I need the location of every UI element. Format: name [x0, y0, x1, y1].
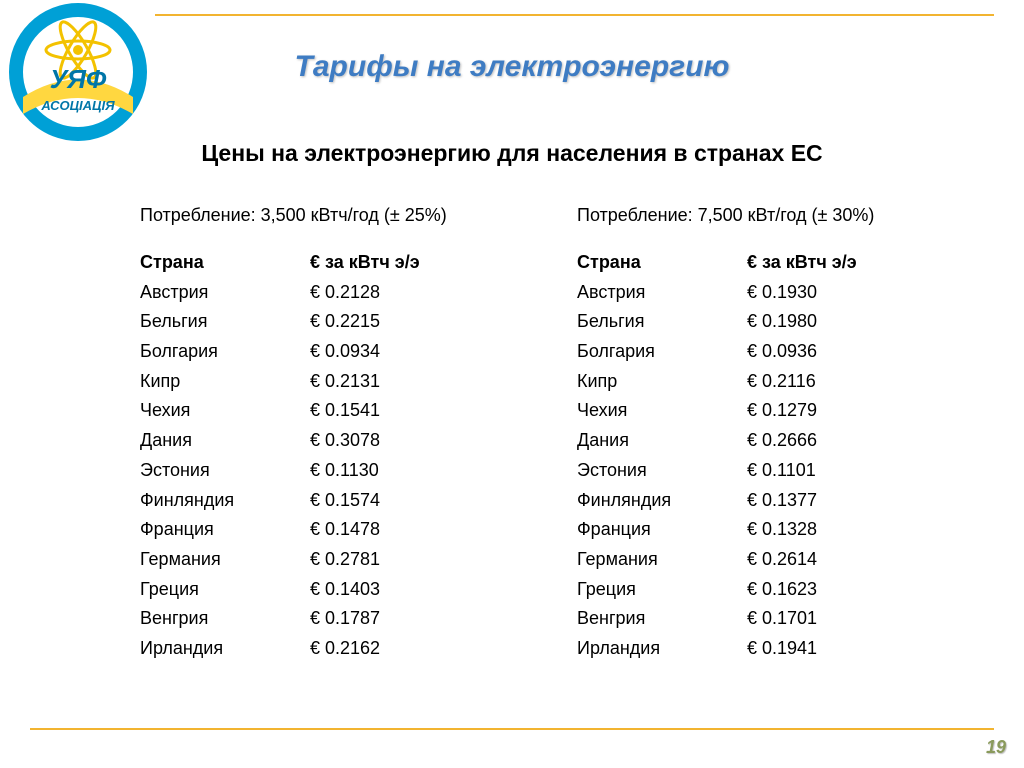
table-row: Франция€ 0.1328	[577, 515, 964, 545]
table-row: Венгрия€ 0.1787	[140, 604, 527, 634]
cell-price: € 0.2666	[747, 426, 964, 456]
cell-price: € 0.2215	[310, 307, 527, 337]
cell-price: € 0.1787	[310, 604, 527, 634]
header-price: € за кВтч э/э	[310, 248, 527, 278]
cell-price: € 0.1478	[310, 515, 527, 545]
table-row: Эстония€ 0.1130	[140, 456, 527, 486]
top-rule	[155, 14, 994, 16]
cell-price: € 0.2162	[310, 634, 527, 664]
cell-price: € 0.1541	[310, 396, 527, 426]
cell-country: Дания	[577, 426, 747, 456]
table-row: Германия€ 0.2781	[140, 545, 527, 575]
cell-price: € 0.1623	[747, 575, 964, 605]
tables-container: Потребление: 3,500 кВтч/год (± 25%) Стра…	[140, 205, 964, 664]
cell-price: € 0.1101	[747, 456, 964, 486]
table-row: Австрия€ 0.1930	[577, 278, 964, 308]
table-row: Дания€ 0.3078	[140, 426, 527, 456]
cell-country: Ирландия	[140, 634, 310, 664]
table-row: Кипр€ 0.2131	[140, 367, 527, 397]
cell-country: Австрия	[577, 278, 747, 308]
right-table: Потребление: 7,500 кВт/год (± 30%) Стран…	[577, 205, 964, 664]
cell-country: Франция	[140, 515, 310, 545]
cell-country: Эстония	[577, 456, 747, 486]
cell-price: € 0.1980	[747, 307, 964, 337]
cell-country: Чехия	[140, 396, 310, 426]
left-table: Потребление: 3,500 кВтч/год (± 25%) Стра…	[140, 205, 527, 664]
right-consumption: Потребление: 7,500 кВт/год (± 30%)	[577, 205, 964, 226]
cell-price: € 0.1941	[747, 634, 964, 664]
cell-country: Чехия	[577, 396, 747, 426]
table-row: Ирландия€ 0.2162	[140, 634, 527, 664]
table-row: Чехия€ 0.1279	[577, 396, 964, 426]
table-row: Ирландия€ 0.1941	[577, 634, 964, 664]
cell-price: € 0.1403	[310, 575, 527, 605]
cell-country: Кипр	[140, 367, 310, 397]
table-row: Кипр€ 0.2116	[577, 367, 964, 397]
table-header: Страна € за кВтч э/э	[577, 248, 964, 278]
bottom-rule	[30, 728, 994, 730]
left-consumption: Потребление: 3,500 кВтч/год (± 25%)	[140, 205, 527, 226]
cell-price: € 0.1701	[747, 604, 964, 634]
cell-country: Греция	[140, 575, 310, 605]
cell-country: Кипр	[577, 367, 747, 397]
cell-country: Дания	[140, 426, 310, 456]
cell-price: € 0.1930	[747, 278, 964, 308]
cell-price: € 0.2781	[310, 545, 527, 575]
right-rows: Австрия€ 0.1930Бельгия€ 0.1980Болгария€ …	[577, 278, 964, 664]
table-row: Финляндия€ 0.1377	[577, 486, 964, 516]
cell-country: Австрия	[140, 278, 310, 308]
table-row: Венгрия€ 0.1701	[577, 604, 964, 634]
cell-country: Бельгия	[140, 307, 310, 337]
cell-price: € 0.0934	[310, 337, 527, 367]
table-row: Греция€ 0.1403	[140, 575, 527, 605]
cell-country: Болгария	[140, 337, 310, 367]
cell-country: Франция	[577, 515, 747, 545]
cell-price: € 0.2131	[310, 367, 527, 397]
table-row: Болгария€ 0.0934	[140, 337, 527, 367]
table-row: Болгария€ 0.0936	[577, 337, 964, 367]
cell-price: € 0.1574	[310, 486, 527, 516]
logo-bottom-text: АСОЦІАЦІЯ	[40, 98, 115, 113]
table-row: Франция€ 0.1478	[140, 515, 527, 545]
cell-country: Бельгия	[577, 307, 747, 337]
cell-country: Финляндия	[577, 486, 747, 516]
cell-price: € 0.2614	[747, 545, 964, 575]
page-number: 19	[986, 737, 1006, 758]
cell-price: € 0.1377	[747, 486, 964, 516]
cell-price: € 0.1130	[310, 456, 527, 486]
table-header: Страна € за кВтч э/э	[140, 248, 527, 278]
subtitle: Цены на электроэнергию для населения в с…	[0, 140, 1024, 167]
cell-price: € 0.2128	[310, 278, 527, 308]
cell-price: € 0.1328	[747, 515, 964, 545]
cell-country: Болгария	[577, 337, 747, 367]
table-row: Бельгия€ 0.2215	[140, 307, 527, 337]
header-country: Страна	[577, 248, 747, 278]
table-row: Австрия€ 0.2128	[140, 278, 527, 308]
table-row: Эстония€ 0.1101	[577, 456, 964, 486]
table-row: Бельгия€ 0.1980	[577, 307, 964, 337]
cell-country: Венгрия	[577, 604, 747, 634]
cell-price: € 0.2116	[747, 367, 964, 397]
left-rows: Австрия€ 0.2128Бельгия€ 0.2215Болгария€ …	[140, 278, 527, 664]
table-row: Финляндия€ 0.1574	[140, 486, 527, 516]
page-title: Тарифы на электроэнергию	[0, 50, 1024, 84]
header-country: Страна	[140, 248, 310, 278]
cell-country: Германия	[140, 545, 310, 575]
cell-price: € 0.1279	[747, 396, 964, 426]
cell-price: € 0.0936	[747, 337, 964, 367]
cell-country: Германия	[577, 545, 747, 575]
cell-country: Венгрия	[140, 604, 310, 634]
table-row: Чехия€ 0.1541	[140, 396, 527, 426]
cell-country: Ирландия	[577, 634, 747, 664]
table-row: Германия€ 0.2614	[577, 545, 964, 575]
cell-country: Финляндия	[140, 486, 310, 516]
cell-price: € 0.3078	[310, 426, 527, 456]
header-price: € за кВтч э/э	[747, 248, 964, 278]
table-row: Греция€ 0.1623	[577, 575, 964, 605]
cell-country: Эстония	[140, 456, 310, 486]
cell-country: Греция	[577, 575, 747, 605]
table-row: Дания€ 0.2666	[577, 426, 964, 456]
